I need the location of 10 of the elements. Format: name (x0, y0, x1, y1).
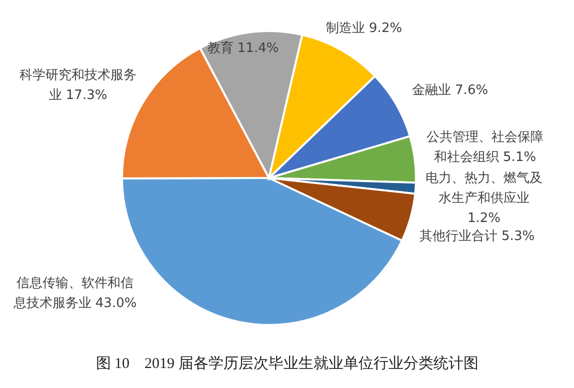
slice-label: 教育 11.4% (207, 40, 279, 56)
slice-label: 金融业 7.6% (412, 82, 488, 98)
slice-label: 公共管理、社会保障和社会组织 5.1% (426, 130, 544, 164)
text: 图 10 2019 届各学历层次毕业生就业单位行业分类统计图 (94, 354, 480, 373)
slice-label: 电力、热力、燃气及水生产和供应业 (426, 170, 542, 206)
slice-label: 制造业 9.2% (326, 20, 402, 36)
slice-label: 科学研究和技术服务业 17.3% (20, 68, 136, 102)
slice-label: 信息传输、软件和信息技术服务业 43.0% (12, 276, 137, 310)
slice-label: 其他行业合计 5.3% (419, 228, 535, 244)
data-label: 1.2% (467, 210, 501, 226)
